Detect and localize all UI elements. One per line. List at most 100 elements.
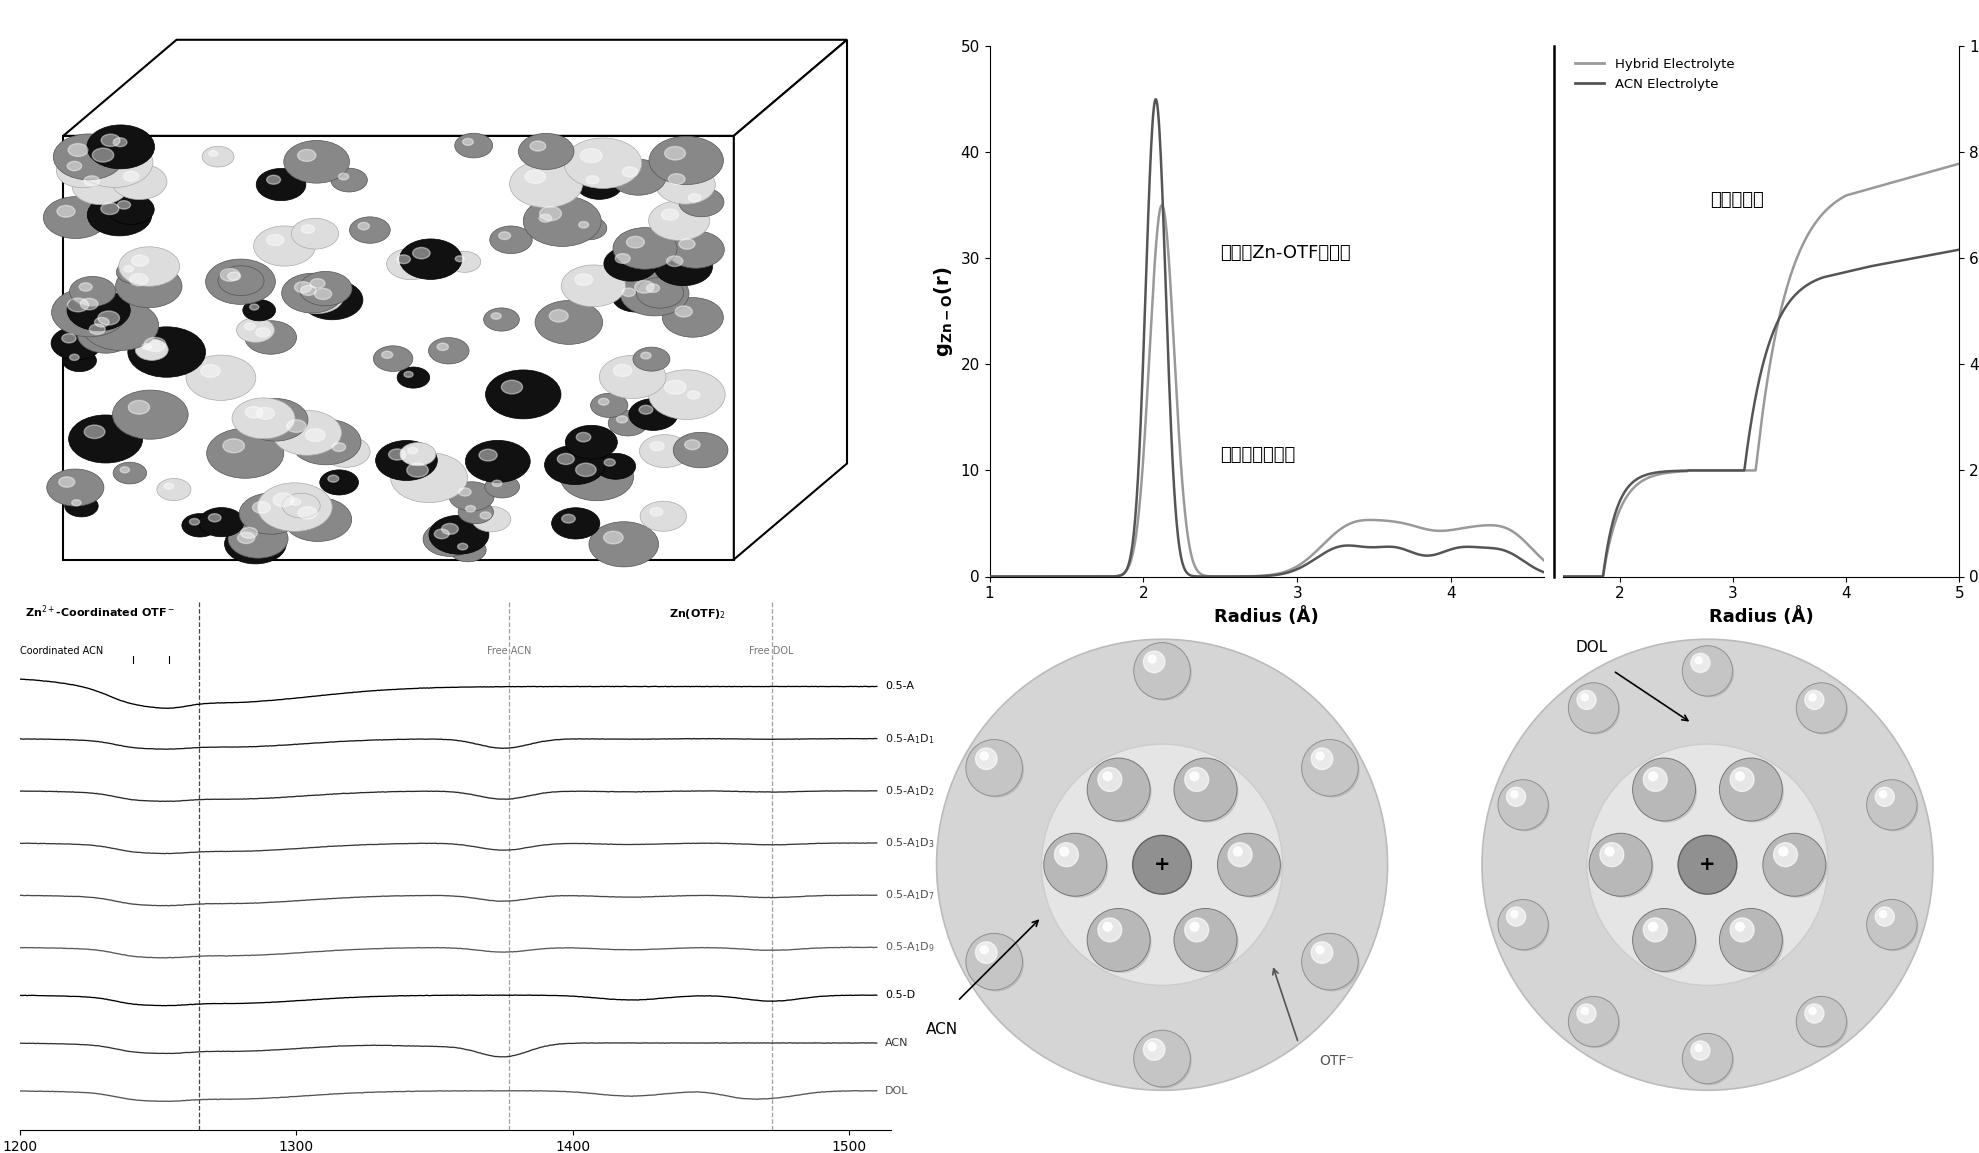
Circle shape [1736, 771, 1743, 781]
Circle shape [1696, 657, 1702, 664]
Circle shape [77, 316, 135, 353]
Circle shape [1633, 909, 1696, 972]
Circle shape [966, 739, 1023, 797]
Circle shape [1870, 903, 1918, 950]
Circle shape [647, 284, 659, 293]
Text: DOL: DOL [1575, 640, 1609, 655]
Circle shape [271, 410, 342, 455]
Circle shape [608, 410, 647, 436]
Circle shape [1148, 1042, 1156, 1050]
Circle shape [321, 470, 358, 495]
Circle shape [1682, 1033, 1734, 1084]
Circle shape [1134, 1031, 1191, 1087]
Circle shape [301, 225, 315, 233]
Circle shape [1316, 752, 1324, 760]
Circle shape [544, 445, 606, 484]
Circle shape [67, 299, 89, 311]
Circle shape [489, 226, 532, 254]
Circle shape [113, 390, 188, 439]
Circle shape [237, 533, 255, 543]
Circle shape [1506, 787, 1526, 806]
Circle shape [1312, 942, 1332, 964]
Circle shape [330, 168, 368, 191]
Circle shape [44, 197, 109, 239]
Circle shape [1866, 779, 1918, 830]
Circle shape [1502, 903, 1550, 950]
Circle shape [562, 265, 625, 307]
Circle shape [1102, 922, 1112, 932]
Circle shape [1569, 683, 1619, 733]
Circle shape [530, 208, 574, 238]
Circle shape [93, 148, 113, 163]
Circle shape [323, 436, 370, 467]
Circle shape [679, 239, 695, 249]
Text: +: + [1154, 856, 1170, 874]
Circle shape [578, 221, 588, 228]
Circle shape [63, 349, 97, 371]
Circle shape [144, 338, 166, 352]
Circle shape [1041, 744, 1282, 986]
Circle shape [206, 259, 275, 304]
Circle shape [190, 519, 200, 525]
Circle shape [103, 131, 152, 163]
Circle shape [1690, 1041, 1710, 1060]
Circle shape [580, 149, 602, 163]
Circle shape [123, 172, 139, 181]
Circle shape [673, 432, 728, 468]
Circle shape [208, 514, 222, 522]
Circle shape [1587, 744, 1829, 986]
Circle shape [639, 406, 653, 414]
Circle shape [1185, 768, 1209, 791]
Circle shape [1633, 758, 1696, 821]
Circle shape [1605, 847, 1615, 856]
Circle shape [679, 385, 722, 414]
Circle shape [1736, 922, 1743, 932]
Circle shape [1144, 651, 1166, 672]
Circle shape [255, 168, 307, 201]
Circle shape [65, 495, 99, 517]
Circle shape [1763, 834, 1827, 896]
Circle shape [182, 513, 218, 537]
Circle shape [612, 159, 667, 195]
Circle shape [1086, 909, 1150, 972]
Circle shape [437, 344, 449, 351]
Circle shape [81, 299, 99, 310]
Circle shape [649, 136, 724, 184]
Circle shape [291, 218, 338, 249]
Circle shape [245, 321, 297, 354]
Circle shape [245, 323, 255, 330]
Circle shape [297, 150, 317, 161]
Text: 0.5-A$_1$D$_9$: 0.5-A$_1$D$_9$ [885, 941, 934, 955]
Text: 0.5-A$_1$D$_7$: 0.5-A$_1$D$_7$ [885, 889, 934, 903]
Circle shape [107, 195, 154, 225]
Circle shape [669, 174, 685, 184]
Circle shape [552, 507, 600, 538]
Circle shape [655, 248, 712, 286]
Legend: Hybrid Electrolyte, ACN Electrolyte: Hybrid Electrolyte, ACN Electrolyte [1569, 53, 1740, 96]
Circle shape [590, 521, 659, 567]
Circle shape [119, 247, 180, 286]
Circle shape [115, 264, 182, 308]
Circle shape [113, 462, 146, 484]
Circle shape [61, 333, 75, 342]
Circle shape [398, 255, 410, 264]
Circle shape [675, 306, 693, 317]
Circle shape [1498, 779, 1548, 830]
Circle shape [639, 502, 687, 532]
Circle shape [1306, 937, 1360, 990]
Circle shape [71, 168, 129, 204]
Circle shape [398, 367, 429, 389]
Circle shape [1178, 762, 1239, 822]
Circle shape [679, 188, 724, 217]
Circle shape [661, 209, 679, 220]
Circle shape [241, 399, 309, 442]
Text: Coordinated ACN: Coordinated ACN [20, 646, 103, 656]
Circle shape [465, 440, 530, 482]
Circle shape [283, 141, 350, 183]
Circle shape [315, 288, 332, 300]
Circle shape [414, 248, 429, 258]
Circle shape [576, 169, 623, 199]
Circle shape [53, 134, 125, 180]
Circle shape [574, 273, 594, 286]
Circle shape [481, 512, 491, 519]
